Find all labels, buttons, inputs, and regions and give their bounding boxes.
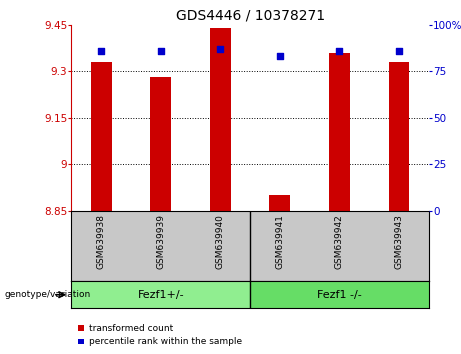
Bar: [389, 62, 409, 211]
Text: Fezf1 -/-: Fezf1 -/-: [317, 290, 362, 300]
Text: GSM639943: GSM639943: [395, 214, 403, 269]
Bar: [329, 53, 350, 211]
Point: [98, 48, 105, 54]
Point: [276, 53, 284, 59]
Title: GDS4446 / 10378271: GDS4446 / 10378271: [176, 8, 325, 22]
Bar: [71, 281, 250, 308]
Text: GSM639939: GSM639939: [156, 214, 165, 269]
Text: GSM639941: GSM639941: [275, 214, 284, 269]
Text: GSM639938: GSM639938: [97, 214, 106, 269]
Point: [217, 46, 224, 52]
Text: genotype/variation: genotype/variation: [5, 290, 91, 299]
Text: Fezf1+/-: Fezf1+/-: [137, 290, 184, 300]
Bar: [210, 28, 231, 211]
Point: [336, 48, 343, 54]
Text: GSM639942: GSM639942: [335, 214, 344, 269]
Bar: [250, 281, 429, 308]
Text: transformed count: transformed count: [89, 324, 173, 333]
Text: GSM639940: GSM639940: [216, 214, 225, 269]
Point: [157, 48, 165, 54]
Bar: [91, 62, 112, 211]
Text: percentile rank within the sample: percentile rank within the sample: [89, 337, 242, 346]
Bar: [269, 195, 290, 211]
Bar: [150, 78, 171, 211]
Point: [395, 48, 402, 54]
